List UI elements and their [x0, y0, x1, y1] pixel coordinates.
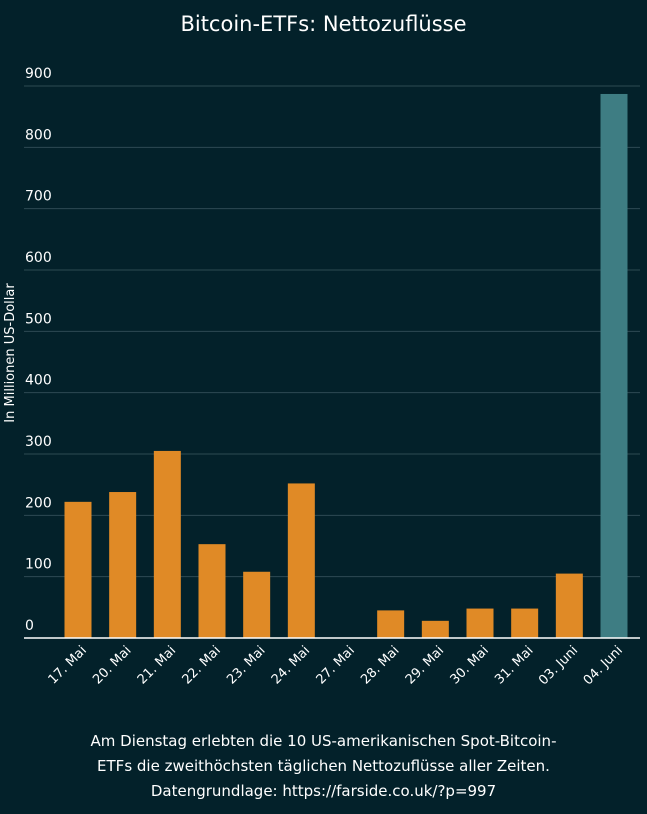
- y-tick-label: 900: [25, 66, 52, 82]
- bar: [64, 501, 92, 638]
- y-tick-labels: 0 100 200 300 400 500 600 700 800 900: [25, 66, 52, 634]
- x-tick-label: 24. Mai: [269, 643, 313, 687]
- x-tick-label: 22. Mai: [180, 643, 224, 687]
- y-tick-label: 0: [25, 618, 34, 634]
- caption-source: Datengrundlage: https://farside.co.uk/?p…: [150, 782, 497, 800]
- x-tick-labels: 17. Mai 20. Mai 21. Mai 22. Mai 23. Mai 24. M…: [46, 643, 626, 688]
- caption-line-1: Am Dienstag erlebten die 10 US-amerikani…: [90, 732, 557, 750]
- y-axis-label: In Millionen US-Dollar: [3, 283, 18, 423]
- x-tick-label: 20. Mai: [90, 643, 134, 687]
- bar: [377, 610, 405, 638]
- x-tick-label: 31. Mai: [492, 643, 536, 687]
- x-tick-label: 17. Mai: [46, 643, 90, 687]
- y-tick-label: 600: [25, 250, 52, 266]
- x-tick-label: 29. Mai: [403, 643, 447, 687]
- x-tick-label: 27. Mai: [314, 643, 358, 687]
- x-tick-label: 03. Juni: [536, 643, 581, 688]
- bar: [600, 93, 628, 639]
- bar: [153, 450, 181, 638]
- bar: [511, 608, 539, 638]
- y-tick-label: 400: [25, 373, 52, 389]
- chart-title: Bitcoin-ETFs: Nettozuflüsse: [180, 12, 467, 36]
- x-tick-label: 04. Juni: [581, 643, 626, 688]
- x-tick-label: 28. Mai: [358, 643, 402, 687]
- y-tick-label: 100: [25, 557, 52, 573]
- bar: [198, 544, 226, 638]
- chart-caption: Am Dienstag erlebten die 10 US-amerikani…: [0, 729, 647, 804]
- caption-line-2: ETFs die zweithöchsten täglichen Nettozu…: [97, 757, 550, 775]
- y-tick-label: 500: [25, 311, 52, 327]
- x-tick-label: 21. Mai: [135, 643, 179, 687]
- y-tick-label: 200: [25, 495, 52, 511]
- bar-chart: 0 100 200 300 400 500 600 700 800 900 17. Mai 20. …: [3, 66, 640, 688]
- bar: [109, 492, 137, 638]
- y-tick-label: 800: [25, 127, 52, 143]
- bar: [466, 608, 494, 638]
- y-tick-label: 300: [25, 434, 52, 450]
- y-tick-label: 700: [25, 189, 52, 205]
- bars: [64, 93, 628, 639]
- bar: [555, 573, 583, 638]
- bar: [243, 571, 271, 638]
- x-tick-label: 23. Mai: [224, 643, 268, 687]
- bar: [421, 620, 449, 638]
- bar: [287, 483, 315, 638]
- x-tick-label: 30. Mai: [448, 643, 492, 687]
